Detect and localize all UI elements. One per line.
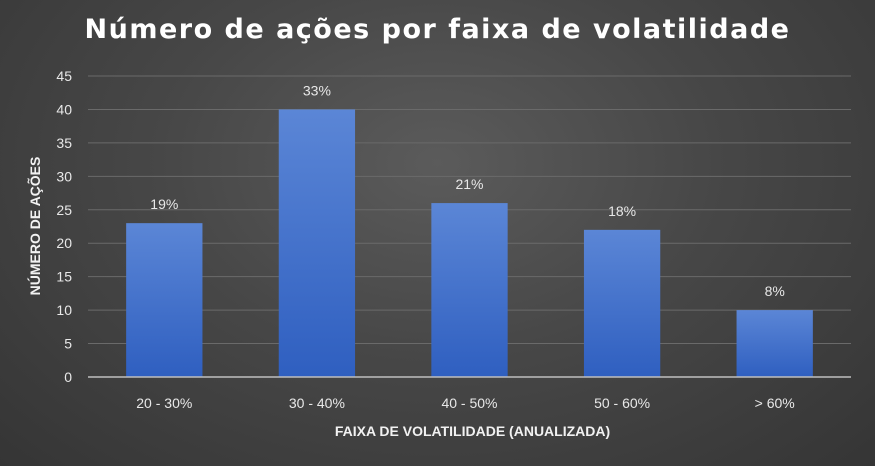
data-label: 18% bbox=[608, 203, 636, 219]
y-tick-label: 10 bbox=[56, 302, 72, 318]
data-label: 33% bbox=[303, 82, 331, 98]
y-tick-label: 30 bbox=[56, 168, 72, 184]
data-label: 8% bbox=[765, 283, 785, 299]
y-tick-label: 20 bbox=[56, 235, 72, 251]
y-tick-label: 35 bbox=[56, 135, 72, 151]
y-tick-label: 15 bbox=[56, 269, 72, 285]
bars bbox=[126, 109, 813, 377]
bar bbox=[278, 109, 356, 377]
y-tick-label: 45 bbox=[56, 68, 72, 84]
x-tick-label: 50 - 60% bbox=[594, 395, 650, 411]
x-axis-title: FAIXA DE VOLATILIDADE (ANUALIZADA) bbox=[334, 423, 611, 439]
x-tick-label: 40 - 50% bbox=[441, 395, 497, 411]
bar bbox=[126, 223, 203, 377]
y-tick-label: 0 bbox=[64, 369, 72, 385]
y-tick-label: 40 bbox=[56, 101, 72, 117]
y-tick-label: 25 bbox=[56, 202, 72, 218]
x-tick-label: 20 - 30% bbox=[136, 395, 192, 411]
x-tick-label: 30 - 40% bbox=[289, 395, 345, 411]
bar bbox=[736, 310, 813, 377]
y-tick-label: 5 bbox=[64, 336, 72, 352]
bar bbox=[431, 203, 508, 377]
x-tick-label: > 60% bbox=[755, 395, 795, 411]
chart-title: Número de ações por faixa de volatilidad… bbox=[84, 14, 791, 45]
bar bbox=[583, 229, 661, 377]
labels: 0 5 10 15 20 25 30 35 40 45 19% 20 - 30% 33% 30 - 40%… bbox=[56, 68, 794, 411]
data-label: 21% bbox=[455, 176, 483, 192]
data-label: 19% bbox=[150, 196, 178, 212]
